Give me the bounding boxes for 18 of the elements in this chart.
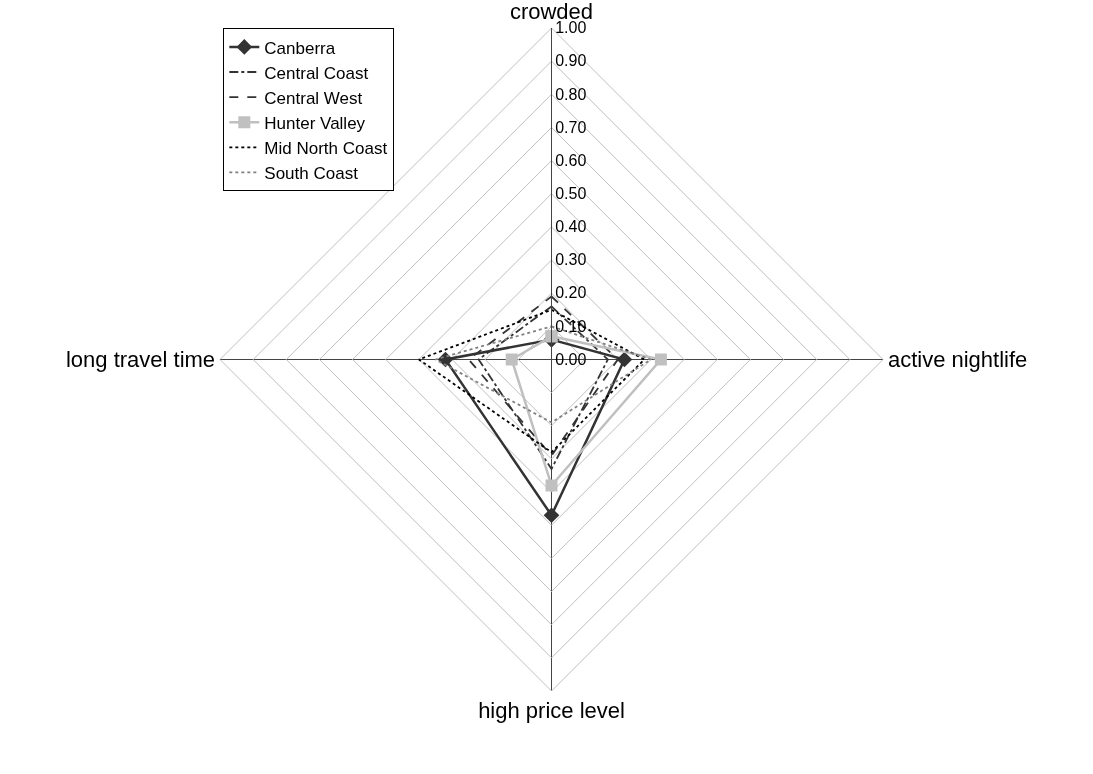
y-tick-label: 0.60 [555,151,587,169]
y-tick-label: 0.90 [555,52,587,70]
y-tick-label: 0.20 [555,284,587,302]
legend-label: Canberra [264,38,336,58]
y-tick-label: 0.10 [555,317,587,335]
legend-label: Mid North Coast [264,138,388,158]
y-tick-label: 0.70 [555,118,587,136]
legend-label: Central Coast [264,63,369,83]
y-tick-label: 0.80 [555,85,587,103]
y-tick-label: 0.40 [555,218,587,236]
y-tick-label: 0.30 [555,251,587,269]
y-tick-label: 0.50 [555,184,587,202]
spoke-label: active nightlife [887,347,1028,373]
legend-label: South Coast [264,164,359,184]
spoke-label: high price level [478,697,625,723]
legend-label: Central West [264,88,363,108]
spoke-label: long travel time [65,347,216,373]
legend-label: Hunter Valley [264,113,366,133]
